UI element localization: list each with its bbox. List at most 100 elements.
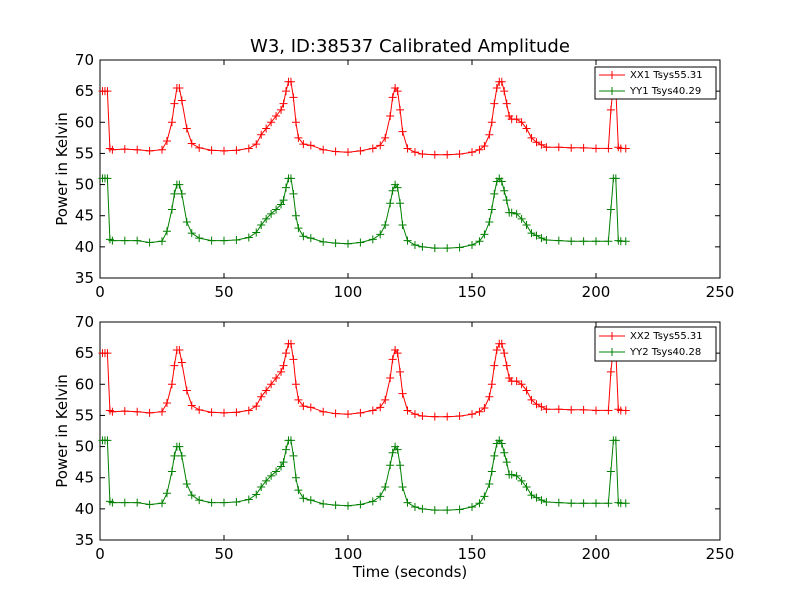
data-point bbox=[299, 140, 308, 149]
data-point bbox=[356, 408, 365, 417]
plot-frame-top bbox=[99, 59, 721, 279]
data-point bbox=[497, 77, 506, 86]
data-point bbox=[103, 174, 112, 183]
data-point bbox=[331, 239, 340, 248]
data-point bbox=[443, 412, 452, 421]
data-point bbox=[289, 189, 298, 198]
data-point bbox=[167, 205, 176, 214]
data-point bbox=[177, 96, 186, 105]
data-point bbox=[542, 405, 551, 414]
data-point bbox=[187, 401, 196, 410]
data-point bbox=[291, 380, 300, 389]
data-point bbox=[279, 196, 288, 205]
legend-box-bottom bbox=[594, 326, 717, 362]
data-point bbox=[527, 133, 536, 142]
x-tick-label: 250 bbox=[706, 545, 735, 563]
y-tick-label: 55 bbox=[75, 144, 94, 162]
data-point bbox=[606, 367, 615, 376]
data-point bbox=[403, 498, 412, 507]
data-point bbox=[527, 229, 536, 238]
data-point bbox=[279, 99, 288, 108]
data-point bbox=[403, 144, 412, 153]
data-point bbox=[388, 186, 397, 195]
data-point bbox=[291, 473, 300, 482]
data-point bbox=[497, 339, 506, 348]
data-point bbox=[542, 236, 551, 245]
data-point bbox=[167, 380, 176, 389]
data-point bbox=[103, 436, 112, 445]
data-point bbox=[252, 402, 261, 411]
data-point bbox=[175, 180, 184, 189]
data-point bbox=[232, 146, 241, 155]
data-point bbox=[177, 189, 186, 198]
data-point bbox=[567, 237, 576, 246]
data-point bbox=[376, 492, 385, 501]
subplot-bottom: 0 50 100 150 200 250 35 40 45 50 55 60 65 70 Power i… bbox=[53, 313, 734, 581]
data-point bbox=[344, 148, 352, 157]
data-point bbox=[175, 442, 184, 451]
data-point bbox=[120, 498, 129, 507]
data-point bbox=[299, 402, 308, 411]
data-point bbox=[319, 237, 328, 246]
data-point bbox=[232, 408, 241, 417]
data-point bbox=[512, 115, 521, 124]
data-point bbox=[158, 237, 166, 246]
data-point bbox=[517, 118, 526, 127]
data-point bbox=[170, 189, 179, 198]
data-point bbox=[319, 499, 328, 508]
data-point bbox=[500, 448, 509, 457]
y-tick-label: 70 bbox=[75, 313, 94, 331]
data-point bbox=[344, 501, 352, 510]
legend-entry-xx2: XX2 Tsys55.31 bbox=[599, 331, 703, 342]
data-point bbox=[500, 87, 509, 96]
data-point bbox=[468, 410, 476, 419]
data-point bbox=[356, 238, 365, 247]
plot-frame-bottom bbox=[99, 321, 721, 541]
data-point bbox=[108, 236, 117, 245]
data-point bbox=[396, 105, 405, 114]
data-point bbox=[490, 99, 499, 108]
data-point bbox=[244, 233, 253, 242]
data-point bbox=[455, 150, 464, 159]
data-point bbox=[388, 448, 397, 457]
data-point bbox=[120, 407, 129, 416]
data-point bbox=[475, 407, 484, 416]
data-point bbox=[145, 238, 154, 247]
data-point bbox=[443, 506, 452, 515]
data-point bbox=[492, 346, 501, 355]
data-point bbox=[537, 402, 546, 411]
y-tick-label: 45 bbox=[75, 207, 94, 225]
data-point bbox=[604, 499, 613, 508]
data-point bbox=[485, 479, 494, 488]
data-point bbox=[517, 380, 526, 389]
x-tick-label: 150 bbox=[458, 545, 487, 563]
data-point bbox=[490, 361, 499, 370]
data-point bbox=[262, 476, 271, 485]
data-point bbox=[331, 409, 340, 418]
data-point bbox=[344, 410, 352, 419]
data-point bbox=[207, 408, 216, 417]
y-tick-label: 50 bbox=[75, 176, 94, 194]
x-tick-label: 200 bbox=[582, 283, 611, 301]
data-point bbox=[306, 496, 315, 505]
data-point bbox=[289, 93, 298, 102]
data-point bbox=[485, 392, 494, 401]
data-point bbox=[381, 395, 390, 404]
data-point bbox=[604, 406, 613, 415]
data-point bbox=[386, 374, 395, 383]
data-point bbox=[502, 458, 511, 467]
data-point bbox=[286, 339, 295, 348]
data-point bbox=[368, 144, 377, 153]
x-tick-label: 100 bbox=[334, 545, 363, 563]
data-point bbox=[532, 400, 541, 409]
data-point bbox=[162, 227, 171, 236]
x-ticks-top: 0 50 100 150 200 250 bbox=[95, 60, 734, 301]
data-point bbox=[344, 239, 352, 248]
data-point bbox=[579, 499, 588, 508]
data-point bbox=[485, 130, 494, 139]
data-point bbox=[376, 403, 385, 412]
data-point bbox=[257, 130, 266, 139]
data-point bbox=[393, 445, 402, 454]
data-point bbox=[532, 493, 541, 502]
legend-entry-yy1: YY1 Tsys40.29 bbox=[599, 86, 701, 97]
